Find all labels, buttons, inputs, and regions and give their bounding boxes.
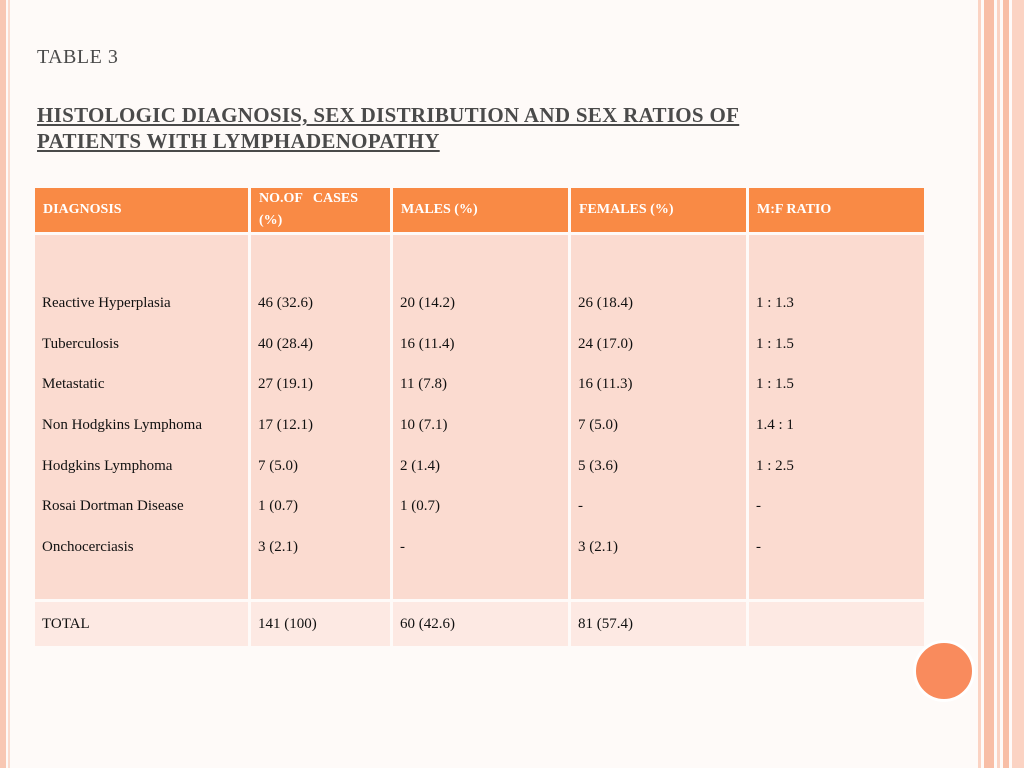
header-cases-line1: NO.OF CASES [259,191,359,206]
header-cases-line2: (%) [259,213,283,228]
table-cell: Metastatic [42,376,105,393]
table-cell: 3 (2.1) [258,539,298,556]
header-ratio: M:F RATIO [749,188,924,232]
table-cell: 17 (12.1) [258,417,313,434]
right-border-stripes [978,0,1024,768]
table-cell: 16 (11.4) [400,335,455,352]
total-label: TOTAL [35,602,248,646]
table-cell: 46 (32.6) [258,295,313,311]
table-cell: 1 : 1.3 [756,295,794,311]
left-border-stripe-thin [8,0,10,768]
table-body-row: Reactive Hyperplasia Tuberculosis Metast… [35,235,924,599]
table-cell: - [756,498,761,515]
table-cell: 3 (2.1) [578,539,618,556]
table-cell: Tuberculosis [42,335,119,352]
table-cell: - [578,498,583,515]
table-cell: 7 (5.0) [578,417,618,434]
table-cell: 1.4 : 1 [756,417,794,434]
table-cell: 5 (3.6) [578,457,618,474]
heading-line-1: HISTOLOGIC DIAGNOSIS, SEX DISTRIBUTION A… [37,103,740,127]
diagnosis-column: Reactive Hyperplasia Tuberculosis Metast… [35,235,248,599]
table-cell: 1 (0.7) [258,498,298,515]
total-males: 60 (42.6) [393,602,568,646]
table-cell: 1 : 1.5 [756,376,794,393]
header-females: FEMALES (%) [571,188,746,232]
table-cell: 1 : 1.5 [756,335,794,352]
table-cell: 26 (18.4) [578,295,633,311]
table-cell: 16 (11.3) [578,376,633,393]
table-cell: - [400,539,405,556]
table-total-row: TOTAL 141 (100) 60 (42.6) 81 (57.4) [35,602,924,646]
males-column: 20 (14.2) 16 (11.4) 11 (7.8) 10 (7.1) 2 … [393,235,568,599]
table-cell: 1 : 2.5 [756,457,794,474]
table-cell: Hodgkins Lymphoma [42,457,173,474]
table-cell: 20 (14.2) [400,295,455,311]
cases-column: 46 (32.6) 40 (28.4) 27 (19.1) 17 (12.1) … [251,235,390,599]
table-cell: Non Hodgkins Lymphoma [42,417,202,434]
header-cases: NO.OF CASES (%) [251,188,390,232]
table-cell: 24 (17.0) [578,335,633,352]
table-cell: 1 (0.7) [400,498,440,515]
table-cell: 2 (1.4) [400,457,440,474]
table-cell: Reactive Hyperplasia [42,295,171,311]
ratio-column: 1 : 1.3 1 : 1.5 1 : 1.5 1.4 : 1 1 : 2.5 … [749,235,924,599]
left-border-stripe [0,0,6,768]
table-cell: Rosai Dortman Disease [42,498,184,515]
heading-line-2: PATIENTS WITH LYMPHADENOPATHY [37,129,440,153]
decorative-circle [913,640,975,702]
females-column: 26 (18.4) 24 (17.0) 16 (11.3) 7 (5.0) 5 … [571,235,746,599]
table-header-row: DIAGNOSIS NO.OF CASES (%) MALES (%) FEMA… [35,188,924,232]
table-cell: - [756,539,761,556]
total-cases: 141 (100) [251,602,390,646]
table-cell: Onchocerciasis [42,539,134,556]
table-cell: 10 (7.1) [400,417,448,434]
total-females: 81 (57.4) [571,602,746,646]
diagnosis-table: DIAGNOSIS NO.OF CASES (%) MALES (%) FEMA… [32,185,927,649]
header-males: MALES (%) [393,188,568,232]
table-cell: 27 (19.1) [258,376,313,393]
table-cell: 7 (5.0) [258,457,298,474]
table-cell: 40 (28.4) [258,335,313,352]
table-number: TABLE 3 [37,46,119,68]
slide-heading: HISTOLOGIC DIAGNOSIS, SEX DISTRIBUTION A… [37,102,907,154]
total-ratio [749,602,924,646]
header-diagnosis: DIAGNOSIS [35,188,248,232]
table-cell: 11 (7.8) [400,376,447,393]
